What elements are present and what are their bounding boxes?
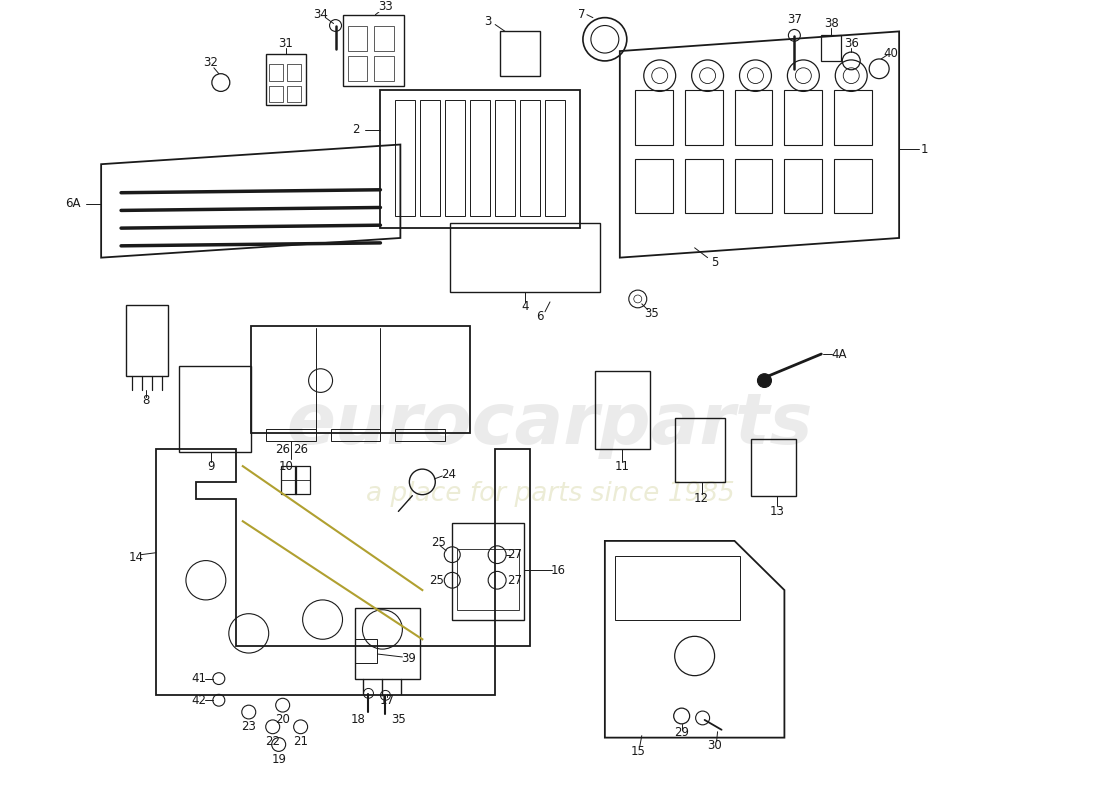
Text: 21: 21 [293, 735, 308, 748]
Text: 25: 25 [429, 574, 443, 586]
Bar [635, 159, 673, 214]
Text: 19: 19 [272, 753, 286, 766]
Bar [268, 86, 283, 102]
Bar [355, 608, 420, 678]
Bar [520, 100, 540, 216]
Text: 5: 5 [711, 256, 718, 269]
Bar [287, 86, 300, 102]
Bar [179, 366, 251, 452]
Bar [595, 370, 650, 450]
Text: 27: 27 [507, 574, 522, 586]
Text: 10: 10 [278, 460, 293, 473]
Text: 40: 40 [883, 46, 899, 59]
Text: 3: 3 [484, 15, 492, 28]
Text: 36: 36 [844, 37, 859, 50]
Text: 41: 41 [191, 672, 207, 685]
Text: 35: 35 [390, 714, 406, 726]
Bar [735, 159, 772, 214]
Bar [348, 56, 367, 81]
Text: 26: 26 [275, 443, 290, 456]
Text: 31: 31 [278, 37, 293, 50]
Text: 42: 42 [191, 694, 207, 706]
Bar [381, 90, 580, 228]
Bar [735, 90, 772, 145]
Bar [615, 556, 739, 619]
Bar [544, 100, 565, 216]
Text: 14: 14 [129, 551, 143, 564]
Text: 4: 4 [521, 300, 529, 314]
Text: 37: 37 [786, 13, 802, 26]
Bar [446, 100, 465, 216]
Text: 13: 13 [770, 505, 785, 518]
Text: 35: 35 [645, 307, 659, 320]
Circle shape [758, 374, 771, 387]
Text: 11: 11 [614, 460, 629, 473]
Bar [374, 26, 395, 51]
Bar [126, 305, 168, 376]
Bar [470, 100, 491, 216]
Text: 38: 38 [824, 17, 838, 30]
Text: 34: 34 [314, 8, 328, 21]
Bar [342, 14, 405, 86]
Text: 18: 18 [351, 714, 366, 726]
Bar [266, 429, 316, 441]
Bar [251, 326, 470, 433]
Bar [331, 429, 381, 441]
Bar [420, 100, 440, 216]
Text: 6: 6 [537, 310, 543, 323]
Text: 25: 25 [431, 536, 446, 550]
Text: 12: 12 [694, 492, 710, 505]
Bar [355, 639, 377, 663]
Bar [458, 549, 519, 610]
Bar [684, 90, 723, 145]
Bar [822, 35, 842, 61]
Text: 27: 27 [507, 548, 522, 561]
Bar [635, 90, 673, 145]
Bar [784, 90, 823, 145]
Text: 16: 16 [550, 564, 565, 577]
Bar [674, 418, 725, 482]
Text: 32: 32 [204, 56, 218, 70]
Text: 29: 29 [674, 726, 690, 739]
Text: 7: 7 [579, 8, 585, 21]
Bar [784, 159, 823, 214]
Bar [374, 56, 395, 81]
Bar [450, 223, 600, 292]
Bar [268, 64, 283, 81]
Text: 4A: 4A [832, 347, 847, 361]
Text: 1: 1 [921, 143, 927, 156]
Text: 26: 26 [293, 443, 308, 456]
Bar [452, 523, 524, 619]
Bar [266, 54, 306, 105]
Text: 30: 30 [707, 739, 722, 752]
Bar [751, 438, 796, 496]
Bar [834, 90, 872, 145]
Bar [684, 159, 723, 214]
Text: 22: 22 [265, 735, 280, 748]
Text: 2: 2 [352, 123, 360, 136]
Text: 6A: 6A [66, 197, 81, 210]
Text: a place for parts since 1985: a place for parts since 1985 [365, 481, 735, 506]
Text: 17: 17 [379, 694, 395, 706]
Bar [280, 466, 296, 494]
Bar [348, 26, 367, 51]
Bar [500, 31, 540, 76]
Bar [834, 159, 872, 214]
Text: 24: 24 [441, 467, 455, 481]
Text: 9: 9 [207, 460, 215, 473]
Text: 15: 15 [630, 745, 646, 758]
Bar [495, 100, 515, 216]
Text: 33: 33 [378, 0, 393, 14]
Text: 8: 8 [142, 394, 150, 406]
Bar [395, 429, 446, 441]
Text: eurocarparts: eurocarparts [287, 390, 813, 459]
Text: 23: 23 [241, 720, 256, 734]
Text: 39: 39 [400, 653, 416, 666]
Bar [287, 64, 300, 81]
Text: 20: 20 [275, 714, 290, 726]
Bar [295, 466, 309, 494]
Bar [395, 100, 416, 216]
